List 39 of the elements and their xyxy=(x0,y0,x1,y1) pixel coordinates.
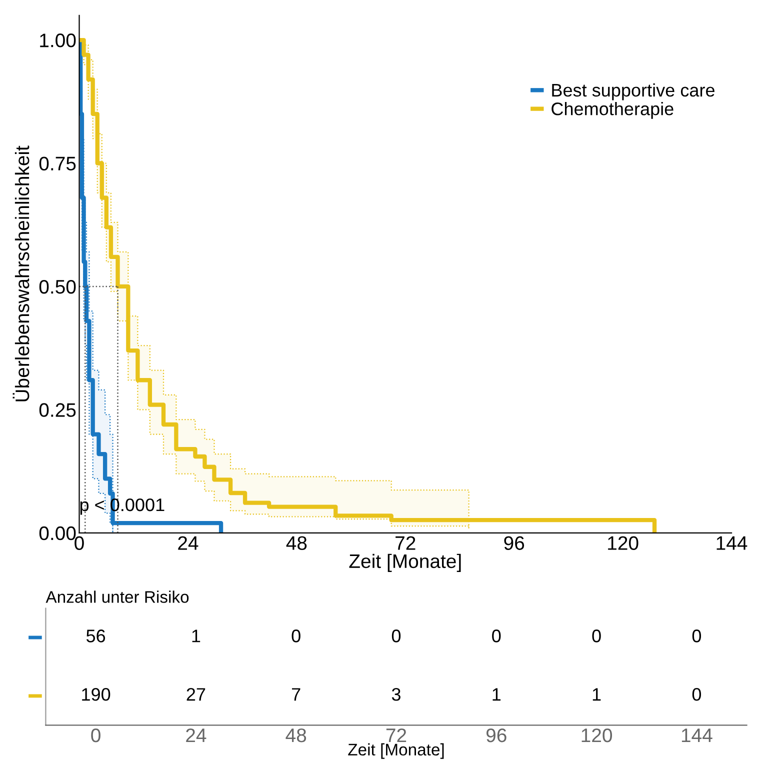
x-tick-label: 0 xyxy=(91,728,100,742)
data-label: 1 xyxy=(192,630,200,642)
data-label: 0 xyxy=(592,630,601,642)
data-label: 0 xyxy=(292,630,300,642)
y-tick-label: 0.75 xyxy=(39,156,76,170)
x-axis-title: Zeit [Monate] xyxy=(348,743,444,759)
y-tick-label: 1.00 xyxy=(40,33,76,48)
data-label: 1 xyxy=(592,688,601,701)
data-label: 0 xyxy=(492,630,501,642)
data-label: 190 xyxy=(82,688,110,701)
data-label: 27 xyxy=(186,688,206,701)
data-label: 1 xyxy=(492,688,501,701)
x-axis-title: Zeit [Monate] xyxy=(349,554,461,572)
x-tick-label: 120 xyxy=(608,536,638,550)
y-tick-label: 0.00 xyxy=(39,526,76,540)
legend-label: Chemotherapie xyxy=(552,102,674,119)
data-label: 56 xyxy=(86,630,106,642)
data-label: 0 xyxy=(392,630,401,642)
x-tick-label: 120 xyxy=(582,728,612,742)
x-tick-label: 48 xyxy=(286,536,307,550)
x-tick-label: 24 xyxy=(186,728,206,742)
data-label: 0 xyxy=(692,630,701,642)
x-tick-label: 96 xyxy=(486,728,506,742)
x-tick-label: 72 xyxy=(396,536,416,550)
data-label: 3 xyxy=(392,688,400,701)
y-tick-label: 0.50 xyxy=(39,280,76,294)
y-tick-label: 0.25 xyxy=(39,403,76,417)
legend-label: Best supportive care xyxy=(552,83,714,100)
x-tick-label: 72 xyxy=(386,728,406,742)
x-tick-label: 0 xyxy=(74,536,84,550)
x-tick-label: 48 xyxy=(286,728,306,742)
x-tick-label: 144 xyxy=(716,536,748,550)
chart-title: Anzahl unter Risiko xyxy=(46,590,189,603)
y-axis-title: Überlebenswahrscheinlichkeit xyxy=(12,146,30,402)
x-tick-label: 24 xyxy=(178,536,198,550)
data-label: 7 xyxy=(292,688,300,701)
x-tick-label: 96 xyxy=(504,536,524,550)
data-label: 0 xyxy=(692,688,701,701)
x-tick-label: 144 xyxy=(682,728,712,742)
